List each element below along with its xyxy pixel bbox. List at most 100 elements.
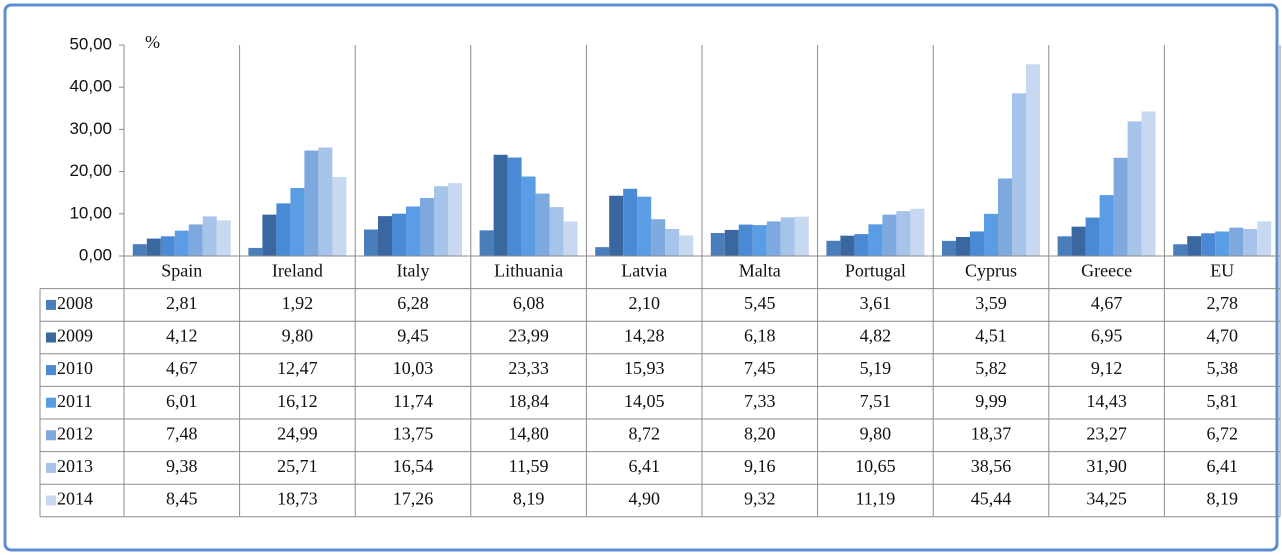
table-cell: 5,81 [1206,391,1238,411]
table-cell: 38,56 [971,456,1012,476]
table-cell: 5,38 [1206,358,1238,378]
bar [1012,93,1026,257]
table-cell: 10,65 [855,456,896,476]
table-cell: 25,71 [277,456,318,476]
bar [1141,111,1156,256]
bar [1127,121,1142,256]
bar [507,157,522,256]
table-cell: 15,93 [624,358,665,378]
table-cell: 9,45 [397,326,429,346]
bar [448,183,462,256]
table-cell: 11,59 [509,456,549,476]
table-cell: 34,25 [1086,489,1127,509]
x-tick-label: Malta [739,260,781,280]
table-cell: 11,74 [393,391,433,411]
bar [665,228,680,256]
table-cell: 6,41 [1206,456,1238,476]
bar [794,216,809,256]
table-cell: 18,84 [508,391,549,411]
bar [766,221,781,256]
bar [304,150,319,256]
table-cell: 9,32 [744,489,776,509]
bar [826,240,841,256]
bar [160,236,175,256]
bar [623,188,638,256]
bar [942,240,956,256]
bar [1057,236,1072,256]
bar [752,225,767,256]
x-tick-label: Italy [397,260,430,280]
bar [132,244,147,256]
table-cell: 4,90 [628,489,660,509]
bar [854,234,869,256]
chart-frame [3,3,1279,552]
bar [724,229,739,256]
bar [216,220,231,256]
legend-key [46,495,56,506]
bar [248,247,263,256]
bar [378,216,392,256]
table-cell: 4,82 [860,326,892,346]
table-cell: 4,67 [1091,293,1123,313]
legend-key [46,462,56,473]
legend-label: 2011 [57,391,92,411]
legend-key [46,299,56,310]
table-cell: 18,73 [277,489,318,509]
legend-label: 2012 [57,423,93,443]
bar [1187,236,1202,256]
bar [896,211,911,256]
table-cell: 5,19 [860,358,892,378]
table-cell: 8,19 [1206,489,1238,509]
bar [1229,227,1244,256]
bar [910,208,925,256]
bar [609,195,624,256]
table-cell: 14,28 [624,326,665,346]
bar [420,197,434,256]
bar [1113,157,1128,256]
table-cell: 9,38 [166,456,198,476]
table-cell: 18,37 [971,423,1012,443]
bar [679,235,694,256]
bar [276,203,291,256]
bar [364,229,378,256]
x-tick-label: Greece [1081,260,1132,280]
x-tick-label: Cyprus [965,260,1017,280]
bar [868,224,883,256]
table-cell: 17,26 [393,489,434,509]
table-cell: 4,12 [166,326,198,346]
table-cell: 7,48 [166,423,198,443]
y-tick-label: 0,00 [79,245,112,264]
bar [998,178,1012,256]
table-cell: 3,59 [975,293,1007,313]
bar [290,187,305,256]
bar [956,236,970,256]
table-cell: 24,99 [277,423,318,443]
table-cell: 23,33 [508,358,549,378]
table-cell: 9,80 [860,423,892,443]
table-cell: 12,47 [277,358,318,378]
x-tick-label: EU [1210,260,1234,280]
table-cell: 7,33 [744,391,776,411]
table-cell: 6,72 [1206,423,1238,443]
table-cell: 9,99 [975,391,1007,411]
y-tick-label: 30,00 [69,119,112,138]
bar [406,206,420,256]
table-cell: 5,82 [975,358,1007,378]
bar [188,224,203,256]
table-cell: 16,54 [393,456,434,476]
y-tick-label: 50,00 [69,34,112,53]
table-cell: 5,45 [744,293,776,313]
bar [434,186,448,256]
table-cell: 31,90 [1086,456,1127,476]
table-cell: 8,72 [628,423,660,443]
bar [493,154,508,256]
bar [882,214,897,256]
x-tick-label: Latvia [621,260,667,280]
table-cell: 9,80 [282,326,314,346]
bar [984,213,998,256]
y-tick-label: 10,00 [69,203,112,222]
bar [1071,226,1086,256]
table-cell: 8,45 [166,489,198,509]
bar [318,147,333,256]
table-cell: 6,28 [397,293,429,313]
